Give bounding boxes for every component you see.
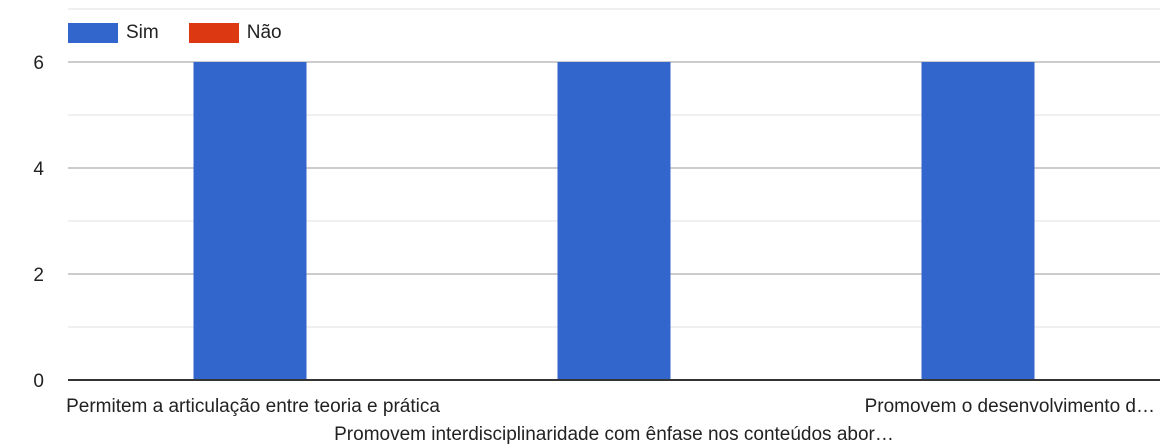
bar-sim-1[interactable] [193,62,307,380]
legend-item-sim[interactable]: Sim [68,22,159,44]
y-tick-label: 0 [33,371,44,392]
y-axis-labels: 0 2 4 6 [33,53,44,392]
x-axis-labels: Permitem a articulação entre teoria e pr… [66,396,1155,445]
chart-legend: Sim Não [68,22,312,44]
bars [193,62,1035,380]
legend-swatch-sim [68,23,118,43]
bar-sim-2[interactable] [557,62,671,380]
x-tick-label: Promovem o desenvolvimento d… [865,396,1155,417]
y-tick-label: 2 [33,265,44,286]
x-tick-label: Permitem a articulação entre teoria e pr… [66,396,440,417]
x-tick-label: Promovem interdisciplinaridade com ênfas… [334,424,894,445]
legend-label-nao: Não [246,22,282,43]
bar-sim-3[interactable] [921,62,1035,380]
legend-label-sim: Sim [126,22,159,43]
y-tick-label: 6 [33,53,44,74]
legend-swatch-nao [188,23,239,43]
y-tick-label: 4 [33,159,44,180]
legend-item-nao[interactable]: Não [188,22,282,44]
